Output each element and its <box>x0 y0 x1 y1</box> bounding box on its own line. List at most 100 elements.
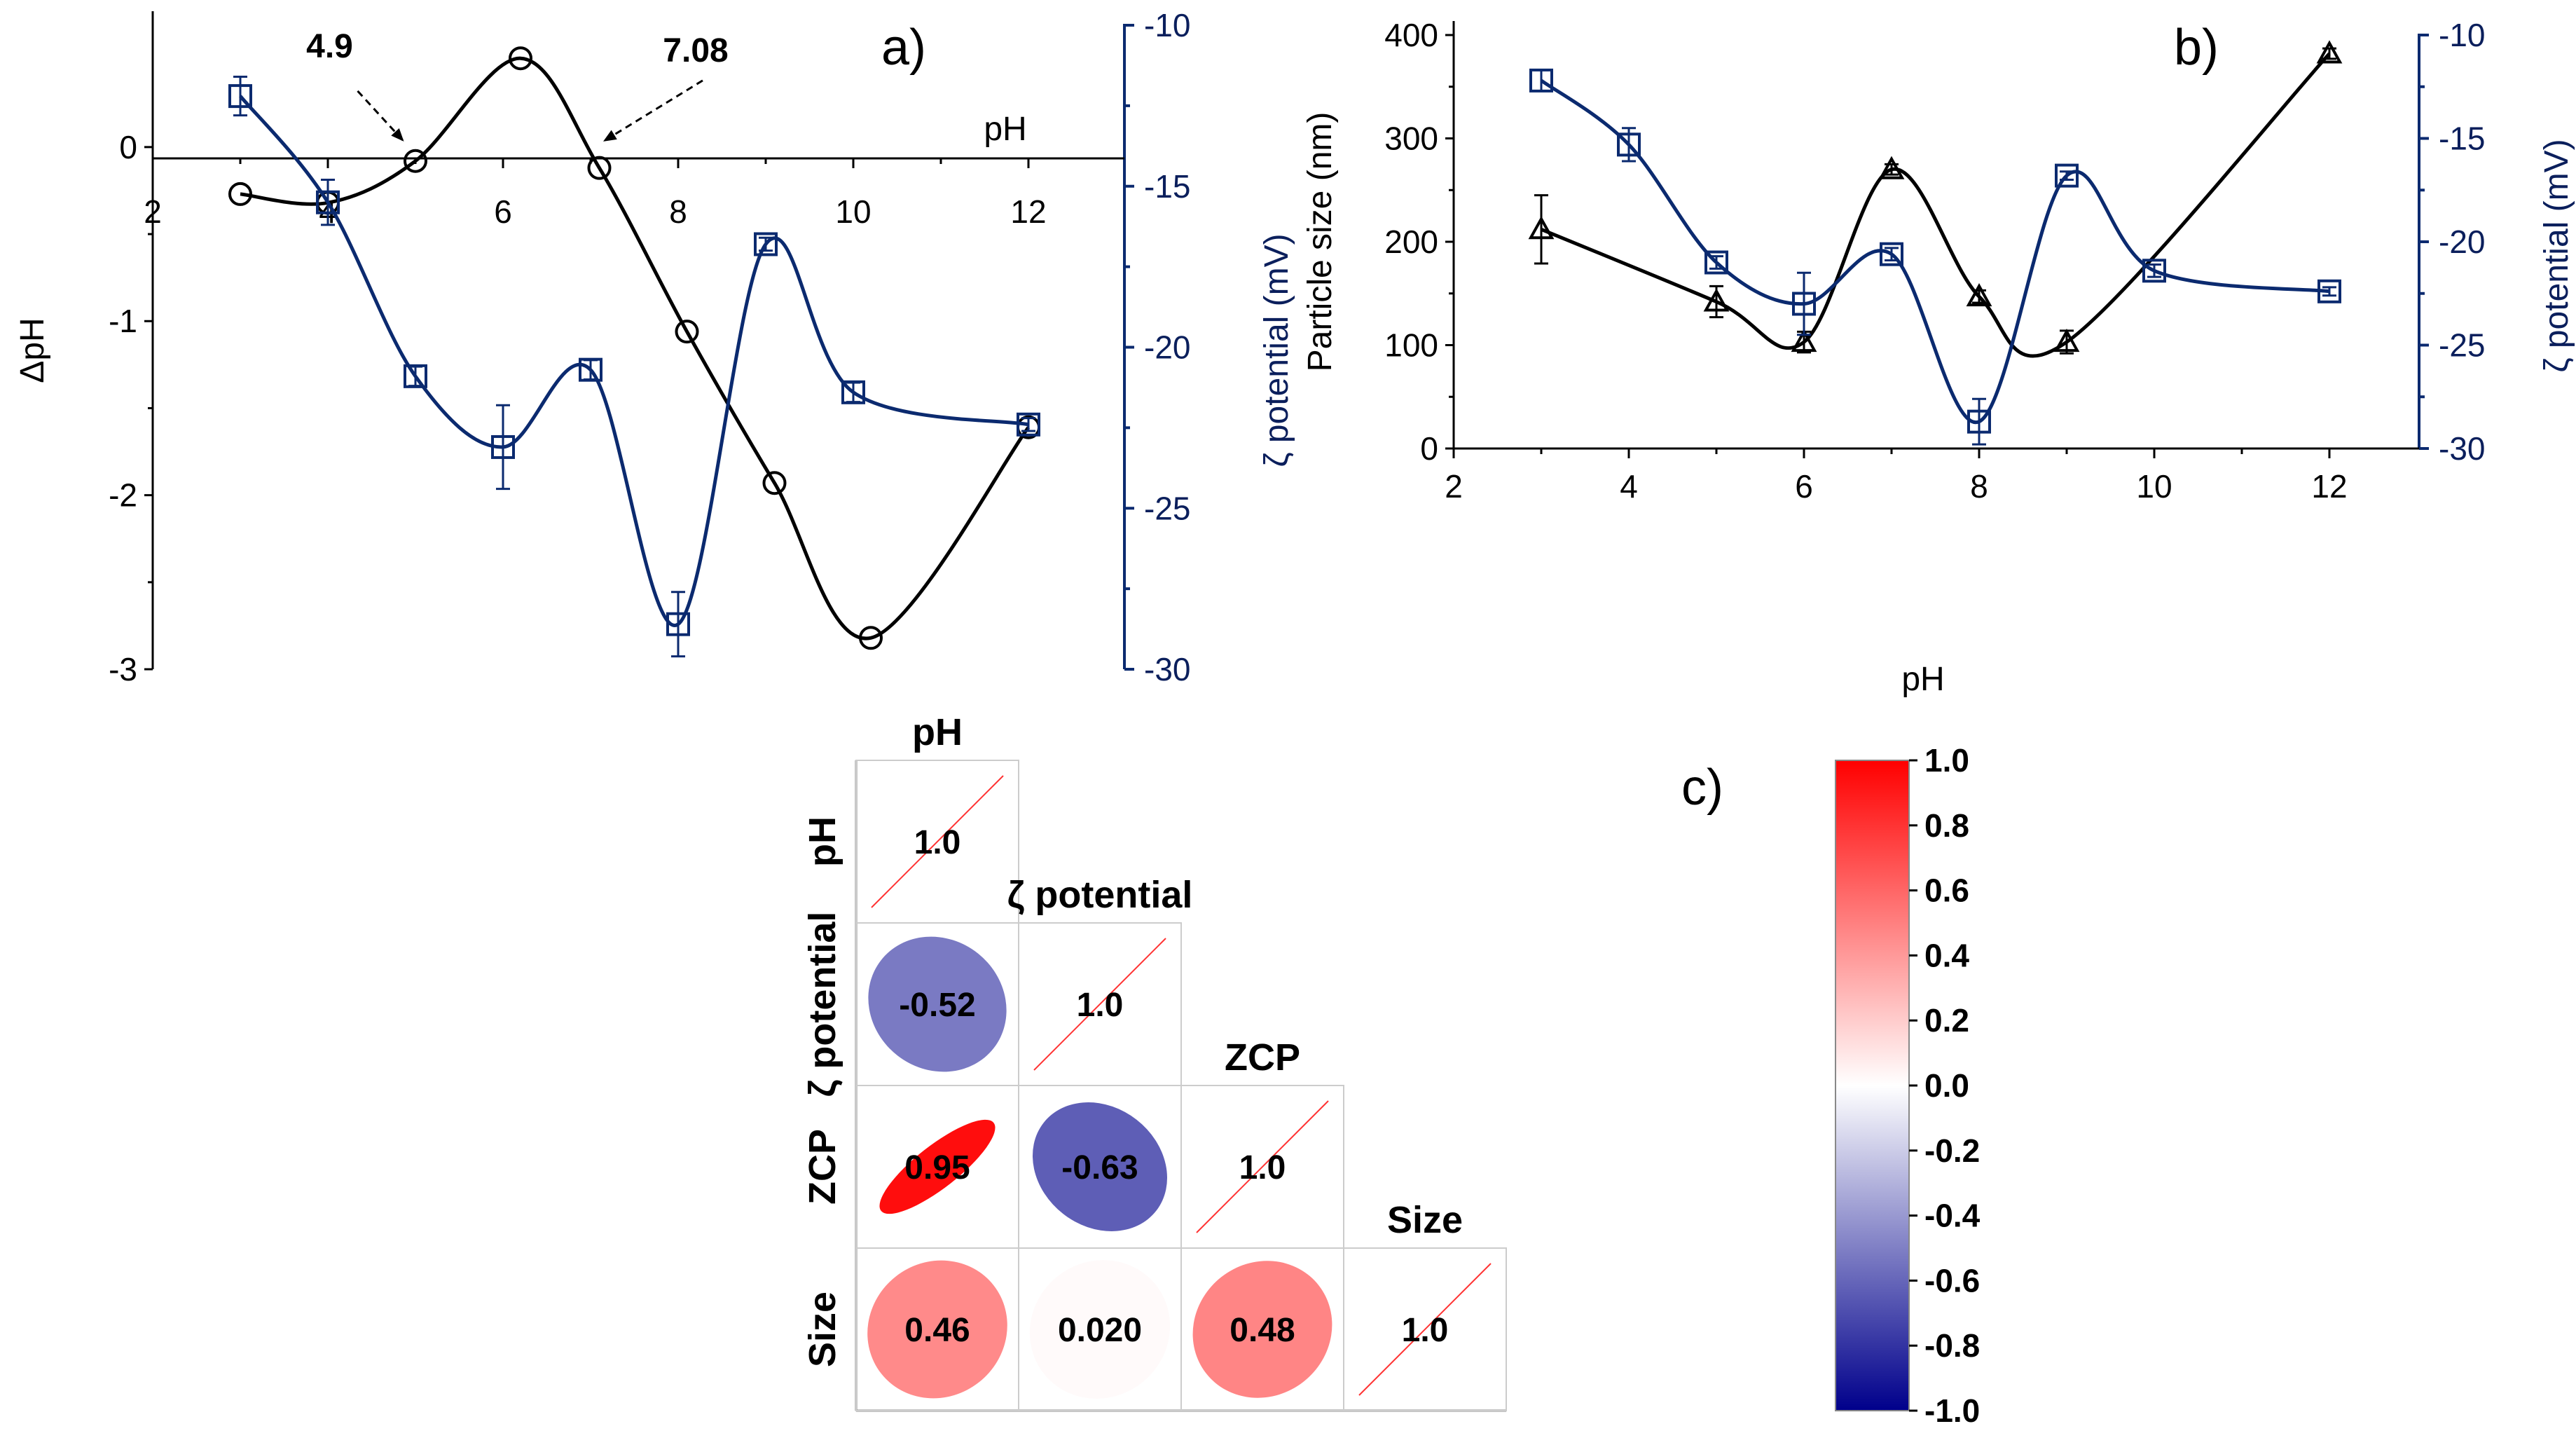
series-particle-size-point <box>1528 216 1555 240</box>
correlation-value: 1.0 <box>1239 1149 1286 1186</box>
series--ph-point <box>587 156 612 180</box>
left-y-tick-label: 400 <box>1384 17 1438 53</box>
series--potential-point <box>2317 279 2341 303</box>
annotation-arrow-head <box>603 130 617 142</box>
diagonal-line <box>1358 1263 1492 1396</box>
colorbar-tick-label: 0.8 <box>1924 807 1969 844</box>
series--potential-point <box>1617 132 1641 157</box>
series--ph-point <box>404 149 427 173</box>
colorbar-tick-label: -0.8 <box>1924 1327 1980 1364</box>
series-particle-size-point <box>1791 328 1817 352</box>
series--ph-point <box>228 182 252 206</box>
series--potential-point <box>491 434 515 459</box>
left-y-tick-label: -3 <box>109 651 137 687</box>
panel-c-correlation-matrix: 1.0 -0.52 1.0 0.95 -0.63 1.0 0.46 0.020 0.48 1.0 p… <box>801 711 1981 1429</box>
left-y-tick-label: -2 <box>109 477 137 514</box>
series-particle-size-line <box>1541 52 2331 358</box>
column-header: Size <box>1387 1199 1463 1241</box>
colorbar-tick-label: 0.4 <box>1924 937 1969 973</box>
series--potential-line <box>1540 78 2330 425</box>
right-y-tick-label: -30 <box>2439 430 2485 467</box>
series--potential-point <box>1704 250 1728 275</box>
x-axis-title: pH <box>1901 661 1944 698</box>
correlation-value: 1.0 <box>914 824 961 861</box>
x-tick-label: 12 <box>2311 468 2347 505</box>
series--ph-point <box>675 320 699 344</box>
right-y-tick-label: -25 <box>1144 490 1190 526</box>
series-particle-size-point <box>2053 328 2080 352</box>
series--potential-point <box>1792 292 1816 316</box>
series--potential-point <box>228 84 252 109</box>
correlation-value: -0.52 <box>899 987 975 1024</box>
column-header: pH <box>912 711 963 753</box>
diagonal-line <box>1196 1100 1329 1233</box>
row-header: ZCP <box>801 1129 843 1205</box>
correlation-value: 0.48 <box>1230 1312 1295 1349</box>
series--potential-point <box>666 612 690 636</box>
colorbar-tick-label: 0.2 <box>1924 1002 1969 1039</box>
series--ph-point <box>762 471 787 495</box>
diagonal-line <box>1033 938 1166 1071</box>
correlation-ellipse <box>1192 1261 1332 1398</box>
series--potential-point <box>316 190 340 214</box>
left-y-tick-label: 100 <box>1384 327 1438 364</box>
left-y-tick-label: 300 <box>1384 121 1438 157</box>
annotation-label: 7.08 <box>663 32 728 69</box>
series--potential-point <box>1529 68 1553 93</box>
series--ph-point <box>509 46 532 71</box>
series--potential-point <box>2055 163 2079 188</box>
colorbar-tick-label: 1.0 <box>1924 742 1969 779</box>
panel-label: a) <box>881 20 926 76</box>
x-axis-title: pH <box>984 111 1026 148</box>
annotation-arrow <box>602 79 703 143</box>
series--potential-point <box>1967 409 1991 434</box>
right-y-axis-title: ζ potential (mV) <box>1258 233 1295 467</box>
panel-b-chart: 0 100 200 300 400 -30 -25 -20 -15 -10 2 4 6 8 10 12 pH Pa… <box>1302 17 2575 698</box>
x-tick-label: 4 <box>1620 468 1638 505</box>
colorbar-tick-label: 0.6 <box>1924 872 1969 909</box>
annotation-arrow-head <box>391 128 404 142</box>
panel-label: b) <box>2174 20 2219 76</box>
correlation-value: 1.0 <box>1077 987 1124 1024</box>
x-tick-label: 8 <box>669 193 687 230</box>
x-tick-label: 10 <box>835 193 871 230</box>
series-particle-size-point <box>1703 288 1730 312</box>
left-y-tick-label: 0 <box>119 129 137 165</box>
left-y-tick-label: 0 <box>1420 430 1438 467</box>
series--ph-point <box>859 626 883 650</box>
correlation-ellipse <box>1033 1102 1167 1231</box>
x-tick-label: 8 <box>1970 468 1988 505</box>
series--potential-point <box>404 364 427 388</box>
series--potential-point <box>2142 259 2166 283</box>
x-tick-label: 12 <box>1010 193 1046 230</box>
colorbar <box>1835 760 1910 1411</box>
x-tick-label: 6 <box>494 193 512 230</box>
colorbar-tick-label: -0.6 <box>1924 1262 1980 1299</box>
right-y-tick-label: -20 <box>1144 329 1190 366</box>
correlation-value: -0.63 <box>1061 1149 1138 1186</box>
x-tick-label: 2 <box>144 193 162 230</box>
x-tick-label: 2 <box>1445 468 1463 505</box>
correlation-ellipse <box>1029 1260 1171 1399</box>
colorbar-tick-label: -0.2 <box>1924 1132 1980 1169</box>
right-y-tick-label: -15 <box>1144 168 1190 205</box>
colorbar-tick-label: -0.4 <box>1924 1198 1981 1234</box>
correlation-value: 0.020 <box>1058 1312 1142 1349</box>
correlation-ellipse <box>879 1119 996 1214</box>
column-header: ZCP <box>1225 1036 1300 1078</box>
column-header: ζ potential <box>1007 874 1193 916</box>
series-particle-size-point <box>1966 283 1992 307</box>
right-y-axis-title: ζ potential (mV) <box>2538 139 2575 372</box>
left-y-axis-title: Particle size (nm) <box>1302 112 1339 372</box>
x-tick-label: 6 <box>1795 468 1813 505</box>
row-header: ζ potential <box>801 912 843 1097</box>
right-y-tick-label: -10 <box>1144 7 1190 43</box>
correlation-value: 1.0 <box>1402 1312 1449 1349</box>
colorbar-tick-label: 0.0 <box>1924 1067 1969 1104</box>
series--potential-line <box>239 95 1029 627</box>
matrix-cell <box>1343 1247 1507 1411</box>
series-particle-size-point <box>1878 156 1905 179</box>
left-y-tick-label: 200 <box>1384 224 1438 260</box>
